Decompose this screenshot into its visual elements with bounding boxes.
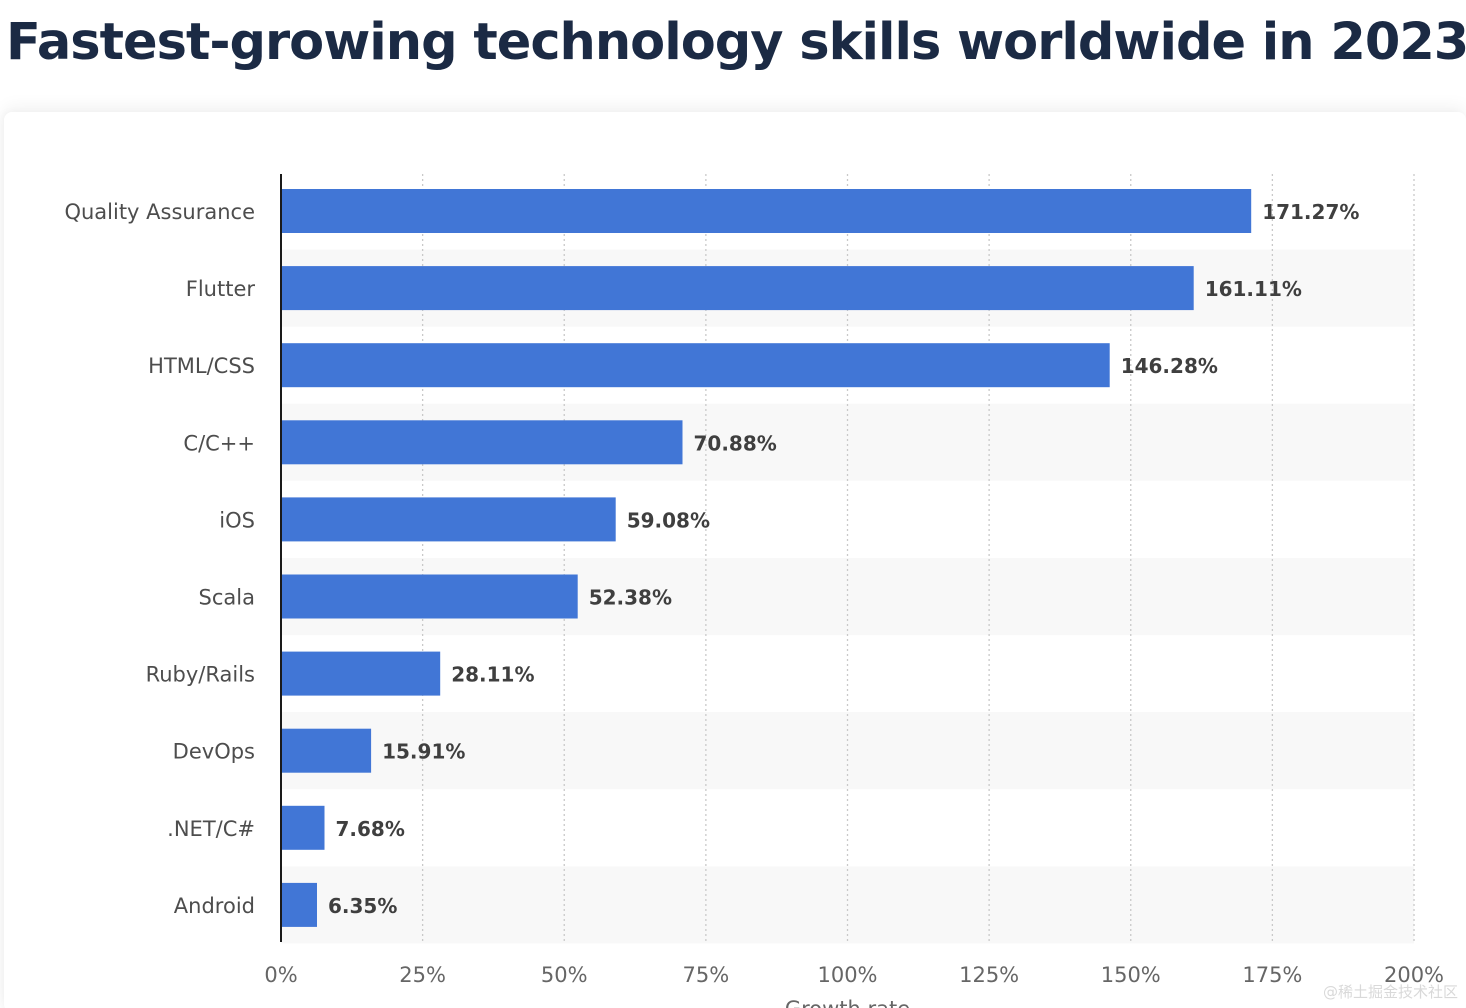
bar — [281, 728, 372, 773]
value-label: 6.35% — [328, 894, 397, 918]
category-label: Scala — [199, 586, 255, 610]
bar — [281, 651, 441, 696]
bar — [281, 189, 1252, 233]
category-label: Android — [174, 894, 255, 918]
x-tick-label: 75% — [683, 963, 730, 987]
value-label: 161.11% — [1205, 277, 1302, 301]
x-tick-label: 175% — [1242, 963, 1302, 987]
category-label: C/C++ — [183, 431, 255, 455]
value-label: 28.11% — [451, 663, 534, 687]
watermark: @稀土掘金技术社区 — [1322, 983, 1458, 1001]
category-label: Ruby/Rails — [146, 663, 255, 687]
bar — [281, 882, 317, 927]
page-title: Fastest-growing technology skills worldw… — [6, 13, 1466, 72]
value-label: 7.68% — [336, 817, 405, 841]
category-label: Quality Assurance — [64, 200, 255, 224]
category-label: DevOps — [173, 740, 255, 764]
category-label: Flutter — [186, 277, 256, 301]
bar — [281, 805, 325, 850]
category-label: HTML/CSS — [148, 354, 255, 378]
bar — [281, 420, 683, 465]
x-tick-label: 125% — [959, 963, 1019, 987]
value-label: 70.88% — [694, 431, 777, 455]
x-tick-label: 200% — [1384, 963, 1444, 987]
bar — [281, 497, 616, 542]
value-label: 171.27% — [1262, 200, 1359, 224]
bar — [281, 574, 578, 619]
bar — [281, 343, 1110, 388]
x-tick-label: 25% — [399, 963, 446, 987]
x-tick-label: 150% — [1101, 963, 1161, 987]
x-tick-label: 100% — [817, 963, 877, 987]
value-label: 52.38% — [589, 586, 672, 610]
value-label: 15.91% — [382, 740, 465, 764]
value-label: 59.08% — [627, 508, 710, 532]
x-axis-title: Growth rate — [785, 997, 910, 1008]
value-label: 146.28% — [1121, 354, 1218, 378]
category-label: .NET/C# — [167, 817, 255, 841]
x-tick-label: 50% — [541, 963, 588, 987]
x-tick-label: 0% — [264, 963, 297, 987]
category-label: iOS — [219, 508, 255, 532]
bar — [281, 266, 1194, 311]
